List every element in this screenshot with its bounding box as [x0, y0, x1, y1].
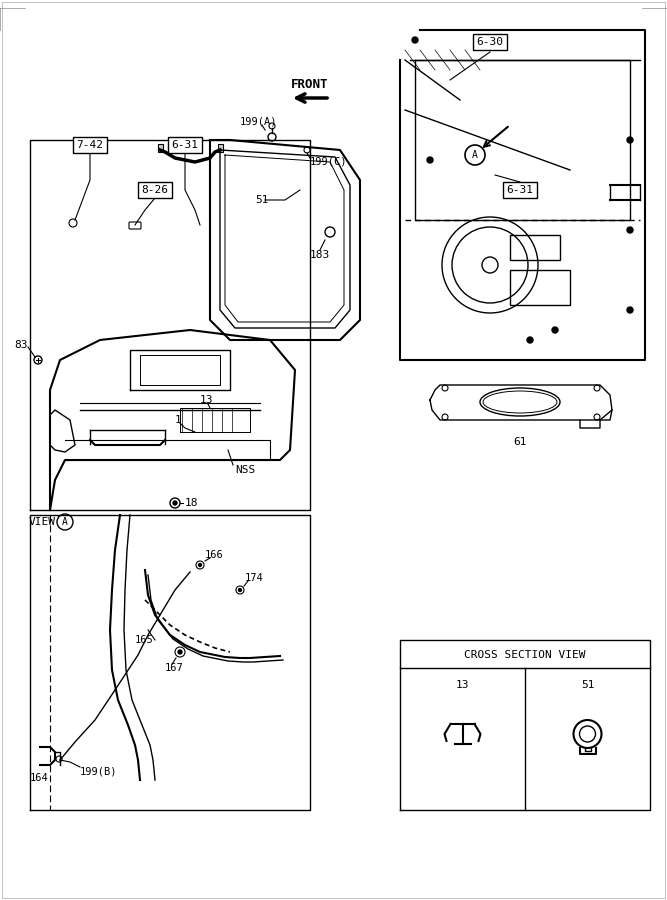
- Circle shape: [239, 589, 241, 591]
- Text: 164: 164: [30, 773, 49, 783]
- Circle shape: [527, 337, 533, 343]
- Circle shape: [627, 137, 633, 143]
- Circle shape: [412, 37, 418, 43]
- Bar: [218, 144, 223, 152]
- Text: CROSS SECTION VIEW: CROSS SECTION VIEW: [464, 650, 586, 660]
- Text: A: A: [62, 517, 68, 527]
- Circle shape: [178, 650, 182, 654]
- Text: 199(A): 199(A): [240, 117, 277, 127]
- Text: 61: 61: [513, 437, 527, 447]
- Circle shape: [173, 501, 177, 505]
- Text: 51: 51: [255, 195, 269, 205]
- Circle shape: [627, 307, 633, 313]
- Text: 18: 18: [185, 498, 199, 508]
- Bar: [510, 270, 570, 305]
- Text: 13: 13: [456, 680, 470, 690]
- Text: A: A: [472, 150, 478, 160]
- Bar: [158, 144, 163, 152]
- Text: 7-42: 7-42: [77, 140, 103, 150]
- Circle shape: [427, 157, 433, 163]
- Circle shape: [199, 563, 201, 566]
- Text: 51: 51: [581, 680, 594, 690]
- Text: FRONT: FRONT: [291, 78, 329, 92]
- Text: 6-31: 6-31: [171, 140, 199, 150]
- Text: 166: 166: [205, 550, 223, 560]
- Text: 167: 167: [165, 663, 183, 673]
- Text: 165: 165: [135, 635, 154, 645]
- Text: 199(B): 199(B): [80, 767, 117, 777]
- Text: 1: 1: [175, 415, 181, 425]
- Text: VIEW: VIEW: [29, 517, 55, 527]
- Bar: [510, 235, 560, 260]
- FancyBboxPatch shape: [129, 222, 141, 229]
- Text: 183: 183: [310, 250, 330, 260]
- Text: 8-26: 8-26: [141, 185, 169, 195]
- Text: 199(C): 199(C): [310, 157, 348, 167]
- Text: 174: 174: [245, 573, 263, 583]
- Circle shape: [627, 227, 633, 233]
- Text: 83: 83: [14, 340, 27, 350]
- Text: 6-31: 6-31: [506, 185, 534, 195]
- Text: NSS: NSS: [235, 465, 255, 475]
- Text: 13: 13: [200, 395, 213, 405]
- Text: 6-30: 6-30: [476, 37, 504, 47]
- Circle shape: [552, 327, 558, 333]
